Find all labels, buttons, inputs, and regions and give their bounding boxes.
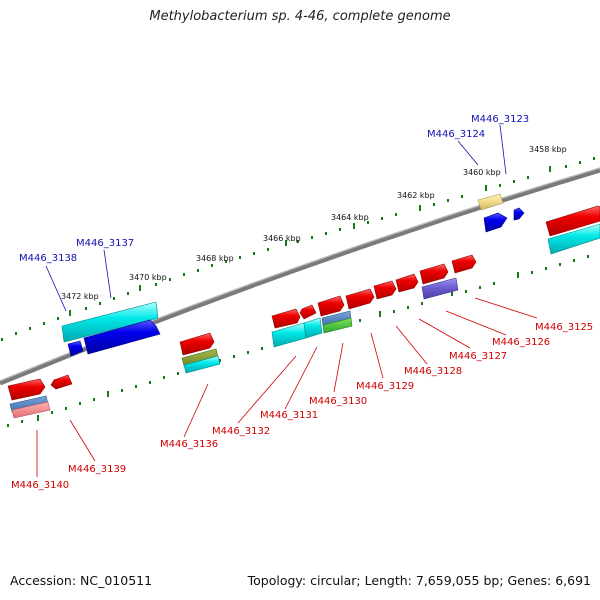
gene-arrow-bottom[interactable]	[421, 277, 459, 300]
scale-label: 3460 kbp	[463, 168, 501, 177]
gene-arrow-bottom[interactable]	[179, 332, 215, 356]
scale-label: 3466 kbp	[263, 234, 301, 243]
gene-label[interactable]: M446_3124	[427, 129, 485, 140]
scale-label: 3468 kbp	[196, 254, 234, 263]
gene-label[interactable]: M446_3125	[535, 322, 593, 333]
gene-arrow-bottom[interactable]	[11, 401, 51, 419]
gene-arrow-top[interactable]	[83, 319, 161, 355]
gene-label[interactable]: M446_3126	[492, 337, 550, 348]
genome-backbone	[0, 167, 600, 386]
gene-arrow-bottom[interactable]	[303, 317, 323, 339]
gene-arrow-bottom[interactable]	[345, 288, 375, 310]
leader-lines-blue	[45, 124, 507, 312]
scale-labels: 3458 kbp 3460 kbp 3462 kbp 3464 kbp 3466…	[61, 145, 567, 301]
gene-arrow-bottom[interactable]	[419, 263, 449, 285]
scale-label: 3464 kbp	[331, 213, 369, 222]
gene-label[interactable]: M446_3128	[404, 366, 462, 377]
map-title: Methylobacterium sp. 4-46, complete geno…	[149, 9, 451, 24]
gene-arrow-bottom[interactable]	[50, 374, 73, 390]
gene-label[interactable]: M446_3123	[471, 114, 529, 125]
gene-arrow-top[interactable]	[61, 301, 159, 343]
gene-label[interactable]: M446_3140	[11, 480, 69, 491]
scale-label: 3458 kbp	[529, 145, 567, 154]
gene-label[interactable]: M446_3129	[356, 381, 414, 392]
gene-label[interactable]: M446_3131	[260, 410, 318, 421]
scale-label: 3470 kbp	[129, 273, 167, 282]
gene-arrow-top[interactable]	[67, 340, 84, 357]
gene-arrow-top[interactable]	[545, 205, 600, 237]
gene-arrow-bottom[interactable]	[299, 304, 317, 320]
genome-summary-text: Topology: circular; Length: 7,659,055 bp…	[247, 573, 591, 588]
gene-label[interactable]: M446_3137	[76, 238, 134, 249]
gene-arrow-bottom[interactable]	[395, 273, 419, 293]
gene-arrow-bottom[interactable]	[317, 295, 345, 317]
gene-label[interactable]: M446_3132	[212, 426, 270, 437]
gene-label[interactable]: M446_3136	[160, 439, 218, 450]
gene-arrow-bottom[interactable]	[373, 280, 397, 300]
leader-lines-red	[36, 297, 538, 477]
gene-labels-bottom: M446_3125 M446_3126 M446_3127 M446_3128 …	[11, 322, 593, 491]
gene-arrow-bottom[interactable]	[183, 355, 221, 374]
gene-label[interactable]: M446_3130	[309, 396, 367, 407]
gene-labels-top: M446_3123 M446_3124 M446_3137 M446_3138	[19, 114, 529, 264]
gene-label[interactable]: M446_3127	[449, 351, 507, 362]
top-tick-row	[1, 157, 595, 341]
top-strand-genes	[61, 193, 600, 357]
gene-arrow-top[interactable]	[513, 207, 525, 221]
gene-arrow-bottom[interactable]	[271, 308, 301, 329]
gene-arrow-bottom[interactable]	[451, 254, 477, 274]
gene-label[interactable]: M446_3138	[19, 253, 77, 264]
scale-label: 3462 kbp	[397, 191, 435, 200]
gene-label[interactable]: M446_3139	[68, 464, 126, 475]
gene-arrow-top[interactable]	[483, 212, 508, 233]
accession-text: Accession: NC_010511	[10, 573, 153, 588]
gene-arrow-top[interactable]	[547, 223, 600, 255]
bottom-strand-genes	[7, 254, 477, 419]
gene-arrow-top[interactable]	[477, 193, 504, 211]
gene-arrow-bottom[interactable]	[7, 378, 46, 401]
gene-arrow-bottom[interactable]	[322, 317, 353, 334]
scale-label: 3472 kbp	[61, 292, 99, 301]
